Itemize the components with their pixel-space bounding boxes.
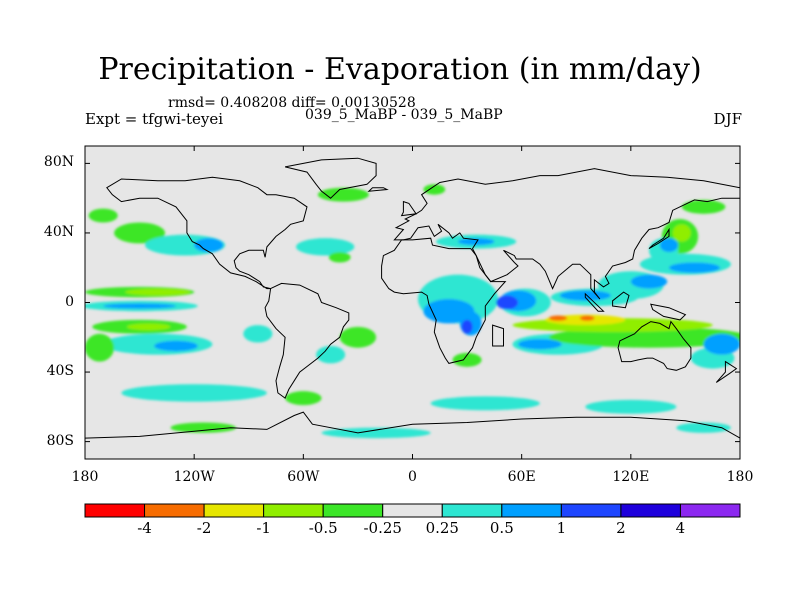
anomaly-s-indian-peak-dry-2 [579,315,595,321]
anomaly-s-atlantic-dry [339,326,377,348]
anomaly-n-pacific-far-dry [681,199,726,214]
colorbar-label: -0.25 [363,519,402,537]
coastline-layer [85,157,740,459]
colorbar-label: 4 [675,519,686,537]
anomaly-antarctic-wet-east [676,422,731,433]
colorbar-swatch [84,503,146,518]
colorbar-swatch [382,503,443,518]
colorbar-swatch [501,503,562,518]
coastline-13 [648,227,670,250]
colorbar-swatch [441,503,503,518]
colorbar-swatch [679,503,741,518]
x-tick-label: 120W [173,469,215,485]
coastline-9 [612,291,630,309]
tick-marks [84,146,741,459]
coastline-7 [492,324,504,347]
anomaly-maritime-continent-moist [630,274,668,289]
anomaly-antarctic-wet [321,427,431,439]
coastline-6 [85,411,740,459]
anomaly-south-pacific-moist [154,340,198,352]
anomaly-indian-ocean-west-core [496,295,519,310]
coastline-2 [284,157,377,199]
anomaly-n-pacific-dry [114,222,166,244]
anomaly-atlantic-wet [296,238,355,256]
anomaly-indian-west-south-dry [452,352,482,367]
colorbar-swatch [560,503,622,518]
x-tick-label: 180 [726,469,754,485]
colorbar-label: 2 [616,519,626,537]
x-tick-label: 60E [507,469,536,485]
anomaly-nw-pacific-moist [659,238,679,253]
anomaly-n-pacific-moist [194,238,224,253]
y-tick-label: 80N [43,154,74,171]
y-tick-label: 80S [46,432,74,449]
experiment-label: Expt = tfgwi-teyei [85,110,224,128]
anomaly-southern-ocean-wet-3 [585,399,677,414]
coastline-3 [393,168,740,300]
field-layer [85,184,740,439]
anomaly-southern-ocean-wet [121,384,267,402]
anomaly-s-atlantic-moist [316,345,346,364]
anomaly-pacific-south-moist [103,303,176,309]
anomaly-scandinavia-dry [423,184,446,195]
y-tick-label: 0 [65,293,74,310]
y-tick-label: 40S [46,363,74,380]
colorbar-label: 1 [556,519,567,537]
colorbar-swatch [263,503,324,518]
anomaly-sw-pacific-dry [85,333,115,362]
coastline-1 [264,282,350,399]
x-tick-label: 180 [71,469,99,485]
colorbar-swatch [322,503,384,518]
anomaly-antarctic-dry [170,422,237,433]
anomaly-madagascar-core [461,319,473,334]
colorbar-label: 0.5 [489,519,514,537]
colorbar-swatch [620,503,681,518]
anomaly-spcz-dry-core [126,323,171,331]
anomaly-s-pacific-west-moist [703,333,740,355]
anomaly-n-pacific-dry-west [88,208,118,223]
coastline-11 [400,200,417,217]
coastline-8 [584,292,605,312]
case-label: 039_5_MaBP - 039_5_MaBP [305,107,503,123]
anomaly-atlantic-dry [328,252,351,263]
anomaly-s-indian-dry [548,326,740,348]
colorbar-label: 0.25 [425,519,459,537]
y-tick-label: 40N [43,223,74,240]
coastline-4 [381,237,507,364]
coastline-14 [715,360,738,383]
colorbar-swatch [144,503,205,518]
season-label: DJF [713,110,742,128]
x-tick-label: 0 [408,469,417,485]
colorbar-label: -2 [196,519,212,537]
anomaly-s-indian-moist [518,339,562,350]
colorbar-label: -0.5 [308,519,338,537]
x-tick-label: 120E [612,469,650,485]
anomaly-southern-ocean-dry [285,391,322,406]
colorbar-swatch [203,503,265,518]
colorbar-label: -1 [256,519,271,537]
anomaly-kuroshio-dry-core [672,224,691,242]
anomaly-s-indian-peak-dry [548,315,568,321]
coastline-5 [617,320,692,371]
anomaly-mediterranean-moist [457,238,495,246]
anomaly-southern-ocean-wet-2 [430,396,540,411]
anomaly-s-america-coast-wet [243,325,273,343]
chart-title: Precipitation - Evaporation (in mm/day) [98,52,702,87]
colorbar-label: -4 [137,519,152,537]
colorbar [84,503,741,518]
coastline-0 [106,176,308,290]
stats-label: rmsd= 0.408208 diff= 0.00130528 [168,95,416,111]
anomaly-w-pacific-north-moist [669,262,720,273]
x-tick-label: 60W [287,469,320,485]
coastline-10 [650,303,687,321]
anomaly-pacific-itcz-dry-core [125,288,191,296]
coastline-12 [367,187,389,192]
